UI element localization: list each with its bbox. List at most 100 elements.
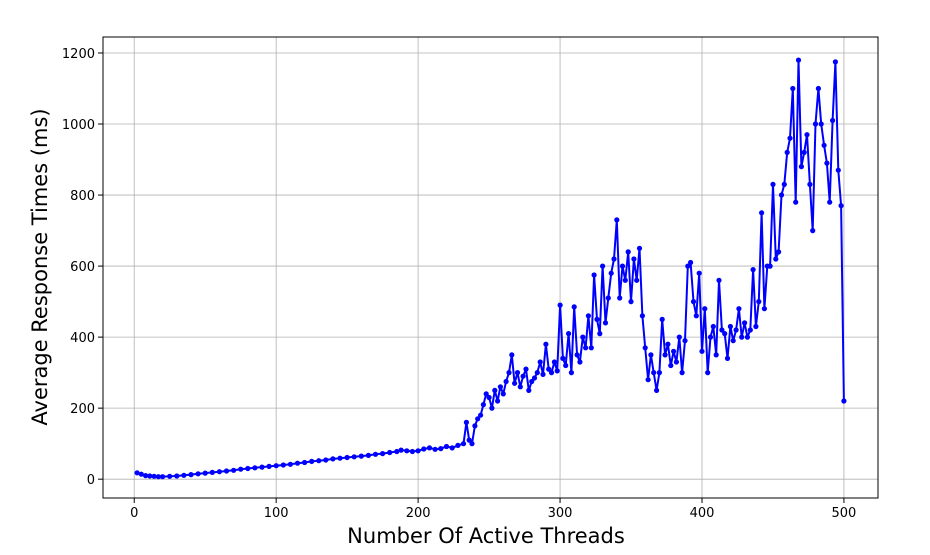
data-point [534,370,540,376]
data-point [636,245,643,251]
data-point [252,465,258,471]
data-point [744,334,751,340]
data-point [358,453,364,459]
data-point [810,228,816,234]
data-point [460,441,467,447]
data-point [238,466,244,472]
data-point [605,295,611,301]
data-point [583,345,589,351]
data-point [475,416,481,422]
data-point [560,355,566,361]
data-point [821,142,827,148]
data-point [602,320,609,326]
x-tick-label: 500 [832,506,857,521]
data-point [202,470,208,476]
data-point [259,464,265,470]
data-point [478,412,484,418]
data-point [611,256,617,262]
data-point [174,473,180,479]
data-point [759,210,765,216]
data-point [798,164,805,170]
data-point [557,302,563,308]
data-point [753,323,759,330]
data-point [705,370,711,376]
data-point [302,459,308,466]
data-point [597,331,603,337]
data-point [469,441,475,447]
y-tick-label: 1200 [62,47,95,62]
data-point [688,259,694,266]
data-point [188,472,194,478]
data-point [804,132,810,138]
data-point [432,446,438,452]
data-point [702,306,708,312]
data-point [730,338,736,344]
x-tick-label: 100 [264,506,289,521]
data-point [671,348,677,354]
data-point [639,313,646,319]
data-point [724,355,731,361]
data-point [645,377,651,383]
data-point [676,334,682,340]
data-point [577,359,583,365]
data-point [421,446,427,452]
data-point [648,352,654,358]
data-point [372,451,379,457]
data-point [509,352,515,358]
data-point [449,445,455,451]
data-point [815,85,822,92]
data-point [523,366,529,372]
data-point [736,306,742,312]
data-point [827,199,833,205]
data-point [767,263,773,269]
data-point [394,448,400,455]
data-point [273,463,279,469]
data-point [727,323,734,330]
data-point [568,370,575,376]
data-point [787,135,793,141]
data-point [500,391,506,397]
data-point [679,370,685,376]
data-point [517,384,523,390]
data-point [134,470,140,476]
data-point [455,442,461,448]
data-point [537,359,543,365]
data-point [511,380,518,386]
data-point [747,327,753,333]
y-tick-label: 400 [70,331,95,346]
data-series [134,57,847,480]
data-point [651,370,657,376]
data-point [426,445,433,451]
tick-marks: 0 100 200 300 400 500 0 200 400 600 800 1000 1200 [62,47,856,521]
data-point [466,437,472,443]
data-point [750,267,756,273]
y-tick-label: 0 [87,473,95,488]
data-point [409,448,415,455]
x-tick-label: 400 [690,506,715,521]
data-point [654,387,660,393]
data-point [571,304,577,310]
data-point [294,460,301,466]
data-point [778,192,785,198]
data-point [138,471,144,477]
data-point [563,362,569,369]
data-point [634,277,640,283]
data-point [716,277,722,283]
data-point [733,327,739,333]
data-point [181,472,187,478]
data-point [483,391,489,397]
data-point [832,59,839,65]
data-point [497,384,503,390]
data-point [463,419,469,425]
data-point [642,345,648,351]
gridlines [103,37,878,498]
data-point [841,398,847,404]
data-point [625,249,631,255]
data-point [438,446,444,452]
data-point [761,306,768,312]
data-point [756,299,762,305]
data-point [387,449,393,456]
data-point [793,199,799,205]
data-point [588,345,594,351]
